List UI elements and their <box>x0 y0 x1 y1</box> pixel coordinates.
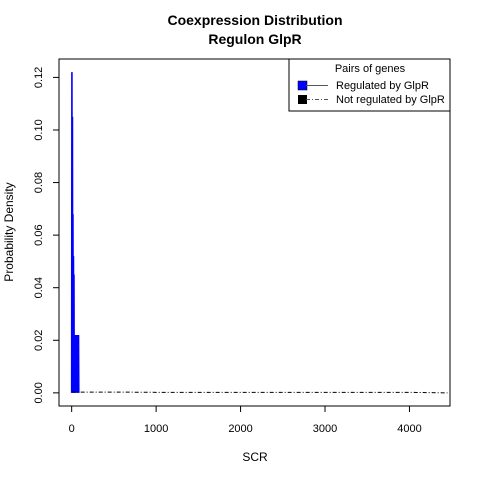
y-tick-label: 0.12 <box>33 67 45 88</box>
legend-swatch-regulated <box>297 80 308 91</box>
y-tick-label: 0.02 <box>33 330 45 351</box>
legend-label-not-regulated: Not regulated by GlpR <box>336 94 445 106</box>
plot-layer: 0 1000 2000 3000 4000 0.00 0.02 0.04 0.06 0.08 0.1… <box>33 58 451 435</box>
series-line-not-regulated <box>71 391 448 394</box>
x-tick-label: 3000 <box>313 423 337 435</box>
legend-swatch-not-regulated <box>298 95 307 104</box>
y-tick-label: 0.00 <box>33 382 45 403</box>
chart-subtitle: Regulon GlpR <box>208 31 301 47</box>
x-axis-label: SCR <box>242 450 268 464</box>
y-tick-label: 0.10 <box>33 119 45 140</box>
y-axis-label: Probability Density <box>2 182 16 281</box>
x-tick-label: 0 <box>69 423 75 435</box>
x-tick-label: 2000 <box>228 423 252 435</box>
y-tick-label: 0.04 <box>33 277 45 298</box>
x-tick-label: 1000 <box>144 423 168 435</box>
legend: Pairs of genes Regulated by GlpR Not reg… <box>288 58 451 112</box>
series-line-regulated <box>70 72 80 393</box>
x-tick-label: 4000 <box>397 423 421 435</box>
chart-title: Coexpression Distribution <box>167 12 342 28</box>
y-tick-label: 0.06 <box>33 224 45 245</box>
legend-title: Pairs of genes <box>335 63 406 75</box>
y-tick-label: 0.08 <box>33 172 45 193</box>
legend-label-regulated: Regulated by GlpR <box>336 80 429 92</box>
plot-frame <box>58 58 451 407</box>
